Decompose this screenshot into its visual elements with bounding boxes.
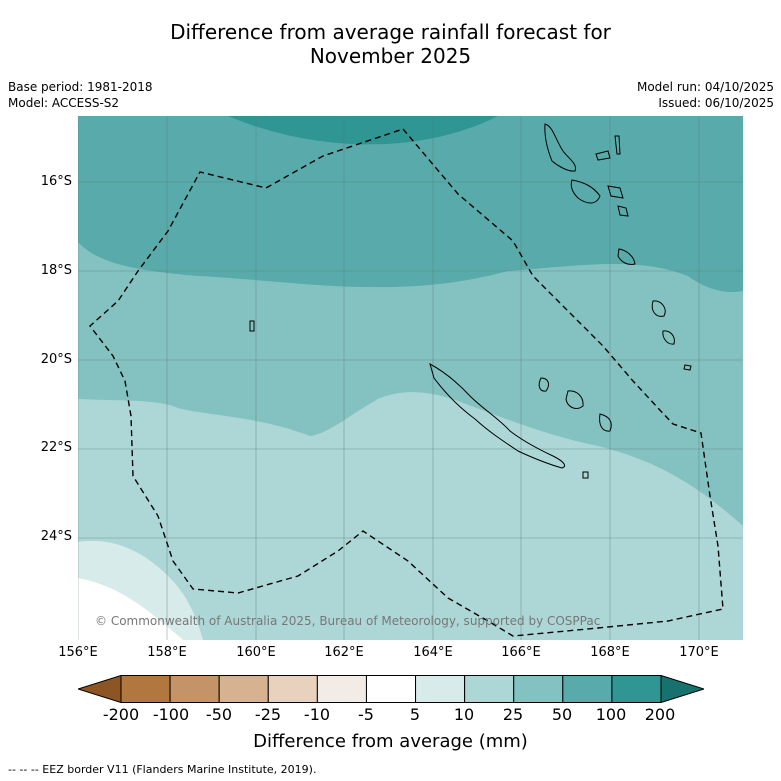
colorbar-box — [218, 675, 269, 703]
island-7 — [249, 320, 255, 332]
lat-tick-label: 16°S — [40, 174, 72, 189]
colorbar-tick: 10 — [453, 705, 475, 724]
lon-tick-label: 168°E — [590, 645, 630, 660]
colorbar-box — [513, 675, 564, 703]
lon-tick-label: 166°E — [501, 645, 541, 660]
lon-tick-label: 156°E — [58, 645, 98, 660]
colorbar-tick: -5 — [358, 705, 374, 724]
lon-tick-label: 164°E — [413, 645, 453, 660]
colorbar — [76, 674, 706, 704]
model-name: Model: ACCESS-S2 — [8, 96, 120, 110]
island-8 — [582, 471, 589, 479]
region-10-25 — [78, 392, 743, 640]
colorbar-label: Difference from average (mm) — [253, 731, 528, 752]
island-4 — [651, 300, 666, 317]
colorbar-tick: -10 — [303, 705, 331, 724]
vanuatu-coast-2 — [595, 150, 611, 161]
colorbar-box — [267, 675, 318, 703]
copyright-note: © Commonwealth of Australia 2025, Bureau… — [95, 614, 601, 628]
colorbar-tick: -100 — [152, 705, 190, 724]
vanuatu-coast-4 — [570, 179, 601, 204]
colorbar-tick: -25 — [254, 705, 282, 724]
vanuatu-coast-7 — [617, 248, 636, 265]
loyalty-islands-3 — [599, 413, 612, 432]
island-5 — [662, 330, 675, 345]
lat-tick-label: 20°S — [40, 352, 72, 367]
issued-date: Issued: 06/10/2025 — [658, 96, 774, 110]
colorbar-tick: -50 — [205, 705, 233, 724]
meta-right: Model run: 04/10/2025 Issued: 06/10/2025 — [637, 79, 774, 111]
coastlines — [249, 123, 692, 479]
colorbar-box — [562, 675, 613, 703]
meta-left: Base period: 1981-2018 Model: ACCESS-S2 — [8, 79, 153, 111]
lon-tick-label: 160°E — [236, 645, 276, 660]
colorbar-box — [365, 675, 417, 703]
title-line-1: Difference from average rainfall forecas… — [170, 20, 611, 44]
colorbar-box — [316, 675, 367, 703]
lat-tick-label: 18°S — [40, 263, 72, 278]
colorbar-box — [169, 675, 220, 703]
island-6 — [683, 364, 692, 371]
colorbar-tick: -200 — [102, 705, 140, 724]
colorbar-tick: 25 — [502, 705, 524, 724]
graticule — [78, 116, 743, 640]
colorbar-tick: 5 — [409, 705, 421, 724]
model-run: Model run: 04/10/2025 — [636, 80, 774, 94]
new-caledonia-coast — [429, 362, 566, 469]
base-period: Base period: 1981-2018 — [8, 80, 153, 94]
colorbar-extend-low — [76, 674, 122, 704]
vanuatu-coast-1 — [544, 123, 577, 172]
lon-tick-label: 170°E — [679, 645, 719, 660]
vanuatu-coast-3 — [614, 135, 621, 155]
colorbar-box — [611, 675, 662, 703]
colorbar-tick: 200 — [644, 705, 676, 724]
map-panel — [78, 116, 743, 640]
map-svg — [78, 116, 743, 640]
region-100-200 — [228, 116, 498, 145]
chart-title: Difference from average rainfall forecas… — [0, 20, 781, 68]
eez-border — [89, 128, 724, 637]
colorbar-tick: 50 — [551, 705, 573, 724]
colorbar-svg — [76, 674, 706, 704]
vanuatu-coast-6 — [617, 205, 629, 217]
colorbar-extend-high — [660, 674, 706, 704]
lat-tick-label: 24°S — [40, 529, 72, 544]
colorbar-box — [120, 675, 171, 703]
vanuatu-coast-5 — [607, 185, 624, 199]
eez-legend-note: -- -- -- EEZ border V11 (Flanders Marine… — [8, 763, 317, 776]
title-line-2: November 2025 — [309, 44, 472, 68]
lon-tick-label: 162°E — [324, 645, 364, 660]
loyalty-islands-1 — [538, 377, 549, 392]
lon-tick-label: 158°E — [147, 645, 187, 660]
colorbar-tick: 100 — [595, 705, 627, 724]
loyalty-islands-2 — [565, 390, 584, 409]
colorbar-box — [464, 675, 515, 703]
colorbar-box — [415, 675, 466, 703]
region-neutral — [78, 578, 183, 640]
lat-tick-label: 22°S — [40, 440, 72, 455]
